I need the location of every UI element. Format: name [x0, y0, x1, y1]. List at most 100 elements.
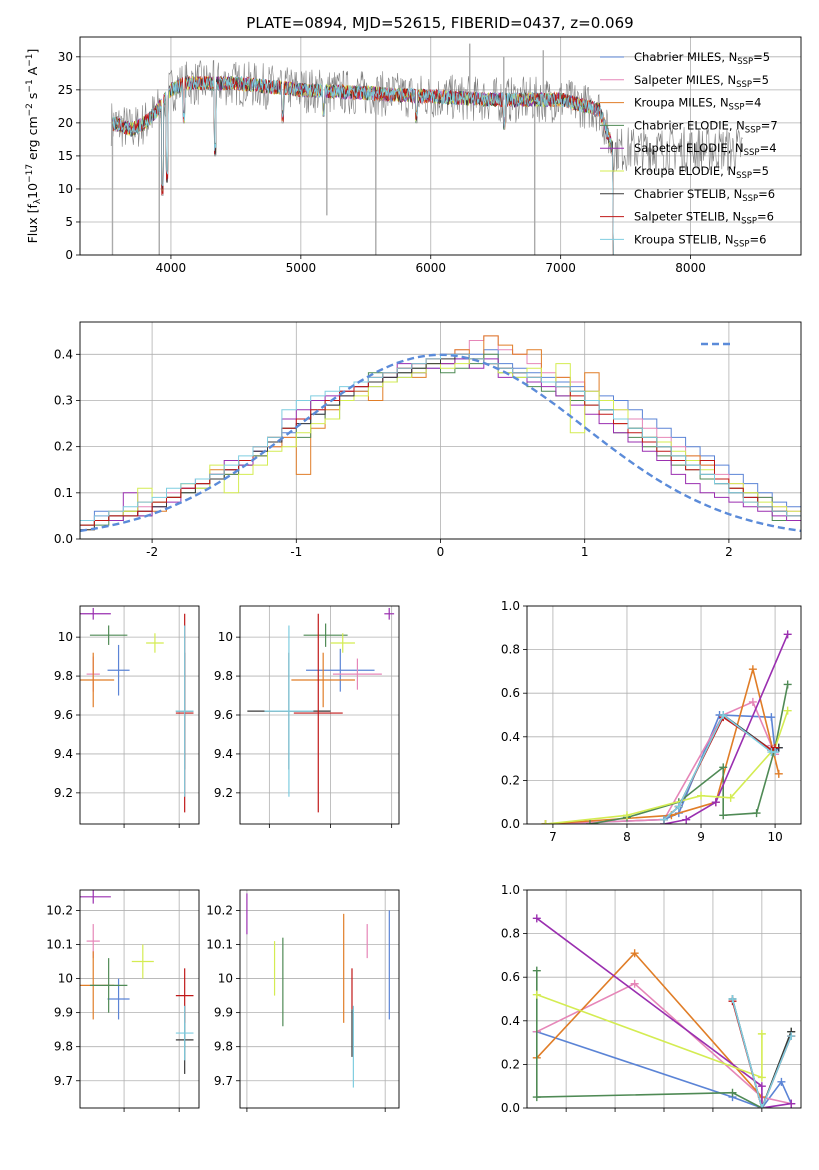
x-tick-label: 7000: [545, 261, 576, 275]
y-tick-label: 9.8: [54, 669, 73, 683]
axes-frame: [526, 889, 802, 1109]
legend-count: =4: [744, 96, 761, 110]
legend-entry: Kroupa ELODIE, NSSP=5: [634, 164, 769, 181]
y-tick-label: 9.9: [54, 1006, 73, 1020]
y-tick-label: 10: [218, 972, 233, 986]
panel-mass_age: 9.2 9.4 9.6 9.8 10: [214, 605, 400, 828]
plot-area: [247, 607, 395, 813]
y-tick-label: 9.6: [54, 708, 73, 722]
y-tick-label: 10.1: [46, 938, 73, 952]
weight-line-salpeter-elodie: [536, 917, 792, 1108]
plus-marker: [674, 802, 683, 811]
weight-line-salpeter-elodie: [663, 633, 789, 824]
y-tick-label: 0.4: [501, 730, 520, 744]
plus-marker: [777, 1077, 786, 1086]
panel-z_weight: 0.0 0.2 0.4 0.6 0.8 1.0: [501, 883, 802, 1115]
axes-frame: [79, 889, 200, 1109]
axes-frame: [79, 605, 200, 825]
plus-marker: [774, 769, 783, 778]
y-tick-label: 10: [58, 630, 73, 644]
legend-count: =6: [757, 210, 774, 224]
y-tick-label: 30: [58, 50, 73, 64]
legend-subscript: SSP: [736, 80, 752, 90]
legend-label: Salpeter MILES, N: [634, 73, 736, 87]
plus-marker: [532, 990, 541, 999]
weight-line-kroupa-elodie: [545, 710, 789, 824]
plus-marker: [532, 1093, 541, 1102]
plus-marker: [719, 711, 728, 719]
model-spectrum-kroupa-elodie: [112, 75, 616, 255]
plus-marker: [585, 820, 594, 824]
plus-marker: [752, 809, 761, 818]
plot-area: [541, 630, 792, 824]
y-tick-label: 0.8: [501, 927, 520, 941]
y-tick-label: 9.2: [214, 786, 233, 800]
x-tick-label: 4000: [156, 261, 187, 275]
y-tick-label: 0.2: [501, 773, 520, 787]
x-tick-label: -2: [146, 545, 158, 559]
legend-count: =4: [760, 141, 777, 155]
axes-frame: [239, 889, 400, 1109]
legend-subscript: SSP: [734, 239, 750, 249]
plus-marker: [757, 1073, 766, 1082]
y-axis-label: Flux [fλ10−17 erg cm−2 s−1 A−1]: [25, 49, 43, 244]
legend-entry: Chabrier STELIB, NSSP=6: [634, 187, 775, 204]
legend-count: =5: [752, 73, 769, 87]
weight-line-kroupa-miles: [536, 952, 763, 1108]
plot-area: [80, 607, 194, 813]
plus-marker: [757, 1082, 766, 1091]
weight-line-chabrier-miles: [536, 1030, 792, 1108]
axes-frame: [79, 321, 802, 540]
legend-entry: Salpeter STELIB, NSSP=6: [634, 210, 774, 227]
weight-line-kroupa-stelib: [731, 998, 792, 1108]
y-tick-label: 9.6: [214, 708, 233, 722]
legend-subscript: SSP: [744, 148, 760, 158]
y-tick-label: 0.0: [501, 817, 520, 831]
y-tick-label: 0.2: [501, 1057, 520, 1071]
y-tick-label: 9.8: [214, 1040, 233, 1054]
plot-area: [110, 43, 743, 255]
plus-marker: [757, 1029, 766, 1038]
plus-marker: [532, 966, 541, 975]
plus-marker: [767, 713, 776, 722]
legend-label: Kroupa ELODIE, N: [634, 164, 736, 178]
legend-entry: Salpeter ELODIE, NSSP=4: [634, 141, 777, 158]
y-tick-label: 1.0: [501, 883, 520, 897]
legend-subscript: SSP: [742, 194, 758, 204]
plus-marker: [682, 815, 691, 824]
plus-marker: [783, 630, 792, 639]
y-tick-label: 0.4: [501, 1014, 520, 1028]
y-tick-label: 10.1: [206, 938, 233, 952]
plus-marker: [630, 979, 639, 988]
plus-marker: [787, 1032, 796, 1041]
y-tick-label: 0.6: [501, 686, 520, 700]
x-tick-label: 5000: [286, 261, 317, 275]
y-tick-label: 9.7: [214, 1074, 233, 1088]
y-tick-label: 9.7: [54, 1074, 73, 1088]
y-tick-label: 5: [65, 215, 73, 229]
figure-title: PLATE=0894, MJD=52615, FIBERID=0437, z=0…: [246, 14, 633, 32]
y-tick-label: 9.4: [54, 747, 73, 761]
x-tick-label: 8000: [675, 261, 706, 275]
legend-label: Chabrier MILES, N: [634, 50, 737, 64]
plus-marker: [783, 706, 792, 715]
histogram-kroupa-stelib: [80, 353, 801, 539]
x-tick-label: 7: [549, 830, 557, 844]
plus-marker: [541, 820, 550, 824]
plus-marker: [748, 697, 757, 706]
y-tick-label: 0.4: [54, 347, 73, 361]
y-tick-label: 0.0: [54, 532, 73, 546]
y-tick-label: 9.8: [54, 1040, 73, 1054]
x-tick-label: 9: [697, 830, 705, 844]
axes-frame: [79, 36, 802, 256]
axes-frame: [526, 605, 802, 825]
legend-count: =6: [749, 232, 766, 246]
plus-marker: [757, 1104, 766, 1108]
y-tick-label: 10: [58, 182, 73, 196]
plus-marker: [711, 798, 720, 807]
y-tick-label: 20: [58, 116, 73, 130]
legend-count: =5: [752, 164, 769, 178]
weight-line-chabrier-elodie: [589, 684, 789, 824]
plus-marker: [622, 811, 631, 820]
axes-frame: [239, 605, 400, 825]
